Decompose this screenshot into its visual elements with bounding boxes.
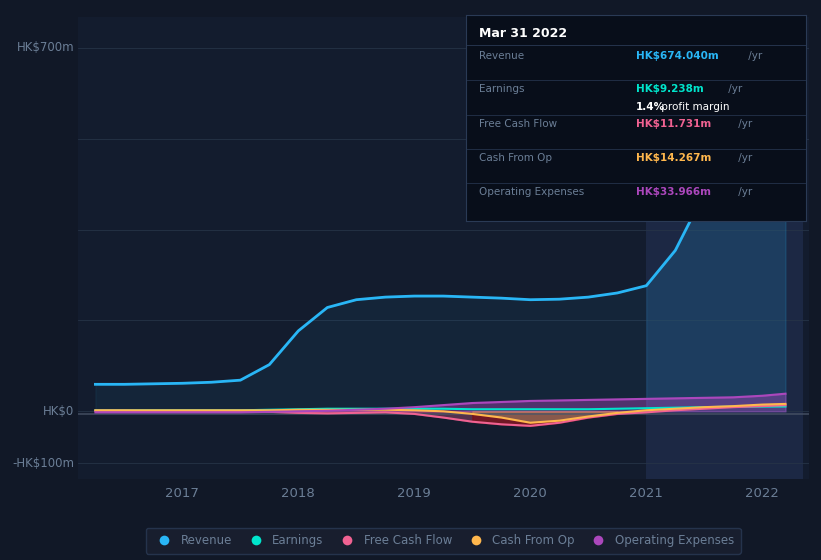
Text: 1.4%: 1.4% xyxy=(635,102,665,111)
Text: HK$33.966m: HK$33.966m xyxy=(635,187,711,197)
Text: /yr: /yr xyxy=(735,153,752,163)
Text: profit margin: profit margin xyxy=(658,102,730,111)
Text: -HK$100m: -HK$100m xyxy=(12,457,75,470)
Text: HK$11.731m: HK$11.731m xyxy=(635,119,711,129)
Legend: Revenue, Earnings, Free Cash Flow, Cash From Op, Operating Expenses: Revenue, Earnings, Free Cash Flow, Cash … xyxy=(146,528,741,554)
Text: Earnings: Earnings xyxy=(479,84,525,94)
Text: Cash From Op: Cash From Op xyxy=(479,153,553,163)
Text: HK$700m: HK$700m xyxy=(16,41,75,54)
Text: Revenue: Revenue xyxy=(479,51,525,61)
Text: Free Cash Flow: Free Cash Flow xyxy=(479,119,557,129)
Bar xyxy=(646,17,803,479)
Text: HK$674.040m: HK$674.040m xyxy=(635,51,718,61)
Text: /yr: /yr xyxy=(725,84,742,94)
Text: Operating Expenses: Operating Expenses xyxy=(479,187,585,197)
Text: HK$9.238m: HK$9.238m xyxy=(635,84,704,94)
Text: HK$14.267m: HK$14.267m xyxy=(635,153,711,163)
Text: Mar 31 2022: Mar 31 2022 xyxy=(479,27,567,40)
Text: HK$0: HK$0 xyxy=(43,405,75,418)
Text: /yr: /yr xyxy=(735,187,752,197)
Text: /yr: /yr xyxy=(745,51,762,61)
Text: /yr: /yr xyxy=(735,119,752,129)
